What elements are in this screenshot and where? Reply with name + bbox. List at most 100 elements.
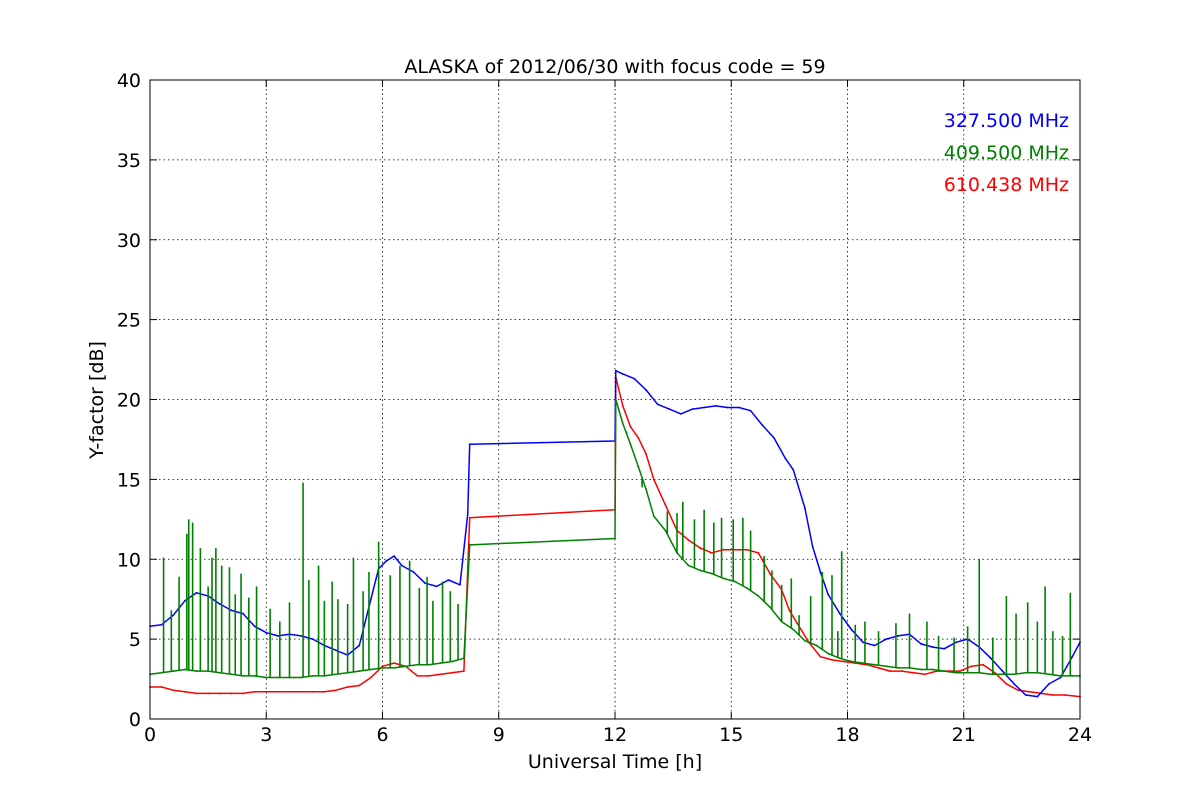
data-point xyxy=(242,612,244,615)
data-point xyxy=(621,373,624,375)
data-point xyxy=(614,369,617,372)
data-point xyxy=(428,674,430,677)
data-point xyxy=(242,692,244,695)
data-point xyxy=(734,548,737,551)
data-point xyxy=(924,673,926,676)
x-tick-label: 0 xyxy=(144,724,156,746)
x-tick-label: 18 xyxy=(835,724,859,746)
y-tick-label: 15 xyxy=(117,469,141,491)
data-point xyxy=(691,408,694,410)
data-point xyxy=(428,663,430,666)
data-point xyxy=(276,690,279,693)
data-point xyxy=(300,676,303,679)
data-point xyxy=(393,662,396,664)
x-tick-label: 6 xyxy=(376,724,388,746)
y-tick-label: 10 xyxy=(117,549,141,571)
data-point xyxy=(614,398,617,401)
data-point xyxy=(160,686,163,688)
data-point xyxy=(722,577,725,580)
data-point xyxy=(862,662,864,664)
series-group xyxy=(149,369,1081,698)
data-point xyxy=(803,639,806,642)
data-point xyxy=(358,670,361,672)
data-point xyxy=(769,606,771,609)
y-tick-label: 40 xyxy=(117,70,141,92)
data-point xyxy=(877,666,880,669)
data-point xyxy=(738,406,740,409)
data-point xyxy=(710,551,713,554)
data-point xyxy=(1036,695,1039,698)
data-point xyxy=(838,612,841,615)
data-point xyxy=(230,673,233,676)
data-point xyxy=(819,655,822,658)
data-point xyxy=(459,583,461,586)
data-point xyxy=(404,665,407,668)
data-point xyxy=(703,406,706,409)
data-point xyxy=(885,638,888,641)
data-point xyxy=(815,644,818,647)
data-point xyxy=(873,644,876,647)
data-point xyxy=(358,684,361,687)
data-point xyxy=(955,641,957,644)
data-point xyxy=(955,671,957,674)
data-point xyxy=(668,408,671,410)
data-point xyxy=(1051,694,1054,696)
data-point xyxy=(982,663,985,666)
data-point xyxy=(439,662,442,664)
series-0 xyxy=(149,369,1081,698)
data-point xyxy=(920,668,923,671)
data-point xyxy=(645,389,647,391)
data-point xyxy=(335,649,337,652)
legend-entry: 610.438 MHz xyxy=(944,174,1069,196)
data-point xyxy=(451,671,454,674)
y-tick-label: 0 xyxy=(129,709,141,731)
y-tick-label: 35 xyxy=(117,150,141,172)
data-point xyxy=(468,516,471,519)
data-point xyxy=(393,666,396,669)
data-point xyxy=(637,436,640,439)
data-point xyxy=(230,609,233,612)
data-point xyxy=(207,692,210,695)
data-point xyxy=(1001,670,1004,672)
data-point xyxy=(772,436,775,439)
data-point xyxy=(218,603,221,605)
data-point xyxy=(172,614,175,617)
series-2 xyxy=(149,376,1081,698)
data-point xyxy=(195,692,198,695)
legend-entry: 327.500 MHz xyxy=(944,110,1069,132)
data-point xyxy=(335,689,337,692)
data-point xyxy=(1071,674,1074,677)
data-point xyxy=(468,443,471,446)
data-point xyxy=(393,555,396,557)
data-point xyxy=(381,666,384,669)
data-point xyxy=(369,668,372,671)
data-point xyxy=(253,674,256,677)
data-point xyxy=(218,692,221,695)
y-tick-label: 25 xyxy=(117,310,141,332)
data-point xyxy=(757,595,760,597)
data-point xyxy=(1017,689,1019,692)
data-point xyxy=(160,671,163,674)
data-point xyxy=(621,422,624,425)
data-point xyxy=(369,598,372,601)
x-axis-label: Universal Time [h] xyxy=(528,751,702,773)
data-point xyxy=(652,515,655,518)
data-point xyxy=(253,625,256,628)
data-point xyxy=(1024,671,1027,674)
data-point xyxy=(311,690,314,693)
data-point xyxy=(1059,676,1062,679)
data-point xyxy=(311,674,314,677)
data-point xyxy=(265,690,268,693)
data-point xyxy=(439,673,442,676)
data-point xyxy=(1024,694,1027,696)
data-point xyxy=(1001,673,1004,676)
data-point xyxy=(710,572,713,575)
data-point xyxy=(726,406,729,409)
y-axis-label: Y-factor [dB] xyxy=(86,341,108,460)
data-point xyxy=(242,674,244,677)
data-point xyxy=(811,545,814,548)
data-point xyxy=(1028,690,1031,693)
data-point xyxy=(838,657,841,660)
data-point xyxy=(827,652,830,655)
data-point xyxy=(633,377,636,380)
